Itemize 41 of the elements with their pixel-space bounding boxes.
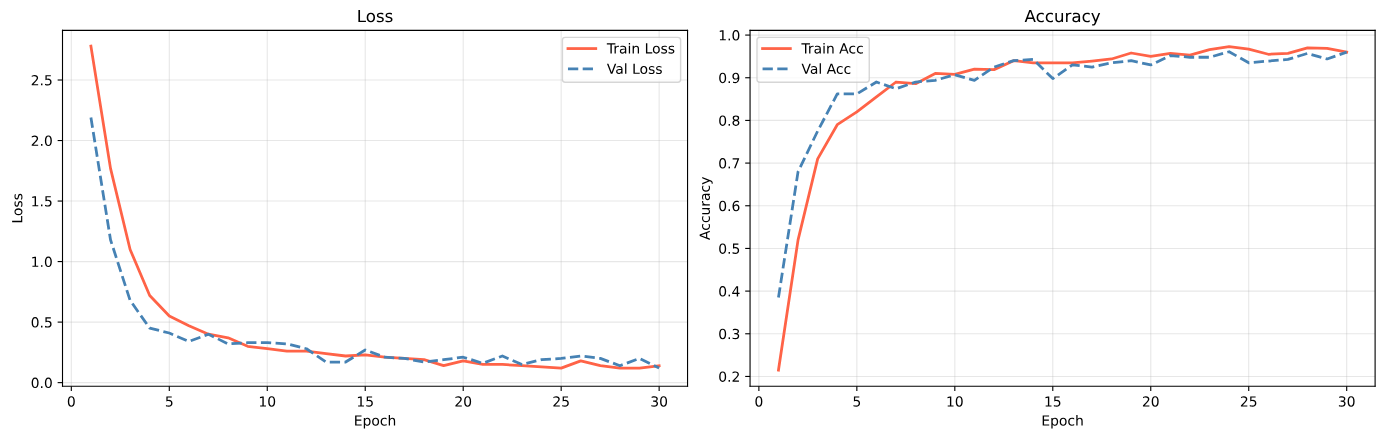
x-tick-label: 15 xyxy=(357,396,373,407)
x-tick-label: 5 xyxy=(165,396,173,407)
x-tick-label: 15 xyxy=(1045,396,1061,407)
y-tick-label: 0.9 xyxy=(719,72,740,84)
x-tick-label: 25 xyxy=(1240,396,1257,407)
x-tick-label: 25 xyxy=(553,396,569,407)
y-tick-label: 0.5 xyxy=(719,243,740,254)
x-tick-label: 30 xyxy=(1338,396,1355,407)
chart-title: Loss xyxy=(358,9,393,23)
y-tick-label: 0.7 xyxy=(719,158,740,169)
x-tick-label: 30 xyxy=(651,396,668,407)
y-tick-label: 0.6 xyxy=(719,200,740,212)
legend-label: Val Loss xyxy=(606,63,662,75)
y-tick-label: 1.0 xyxy=(719,30,740,41)
x-tick-label: 5 xyxy=(853,396,861,407)
x-axis-title: Epoch xyxy=(355,414,396,429)
line-series xyxy=(777,45,1349,372)
x-tick-label: 20 xyxy=(1142,396,1159,407)
y-axis-title: Loss xyxy=(12,193,23,223)
x-tick-label: 10 xyxy=(947,396,963,407)
y-axis-title: Accuracy xyxy=(699,177,713,240)
x-tick-label: 0 xyxy=(67,396,75,407)
x-axis-title: Epoch xyxy=(1042,414,1083,429)
x-tick-label: 10 xyxy=(259,396,276,407)
y-tick-label: 1.0 xyxy=(32,256,52,268)
y-tick-label: 0.4 xyxy=(719,286,740,297)
y-tick-label: 1.5 xyxy=(32,196,52,207)
line-series xyxy=(89,116,661,370)
y-tick-label: 0.2 xyxy=(719,371,739,382)
y-tick-label: 0.0 xyxy=(31,377,52,389)
y-tick-label: 2.5 xyxy=(31,74,52,86)
y-tick-label: 2.0 xyxy=(31,135,52,147)
legend-label: Train Loss xyxy=(606,42,675,54)
x-tick-label: 0 xyxy=(755,396,763,407)
legend-label: Train Acc xyxy=(801,42,863,54)
x-tick-label: 20 xyxy=(455,396,472,407)
legend-label: Val Acc xyxy=(801,63,851,75)
chart-title: Accuracy xyxy=(1024,9,1101,26)
y-tick-label: 0.8 xyxy=(719,115,740,126)
y-tick-label: 0.5 xyxy=(31,317,52,328)
y-tick-label: 0.3 xyxy=(719,328,740,340)
